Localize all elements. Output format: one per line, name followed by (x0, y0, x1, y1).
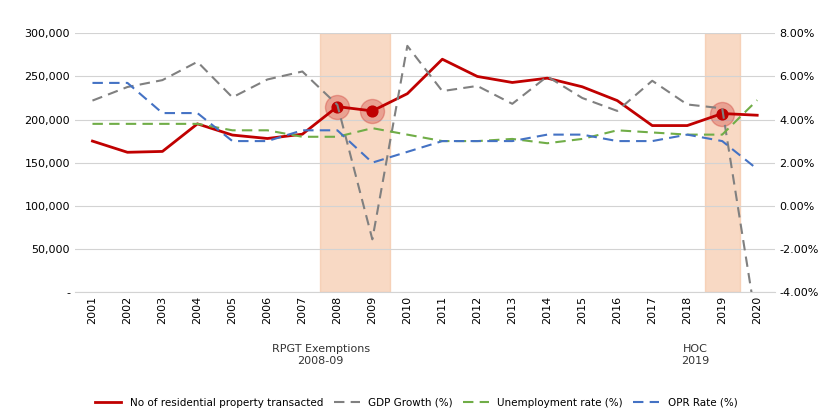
Point (366, 108, 379, 114)
Point (366, 108, 379, 114)
Text: HOC
2019: HOC 2019 (681, 344, 710, 366)
Bar (320, 33, 390, 292)
Point (331, 103, 344, 110)
Bar (705, 33, 740, 292)
Legend: No of residential property transacted, GDP Growth (%), Unemployment rate (%), OP: No of residential property transacted, G… (92, 394, 741, 412)
Point (716, 110, 729, 117)
Text: RPGT Exemptions
2008-09: RPGT Exemptions 2008-09 (272, 344, 370, 366)
Point (331, 103, 344, 110)
Point (716, 110, 729, 117)
